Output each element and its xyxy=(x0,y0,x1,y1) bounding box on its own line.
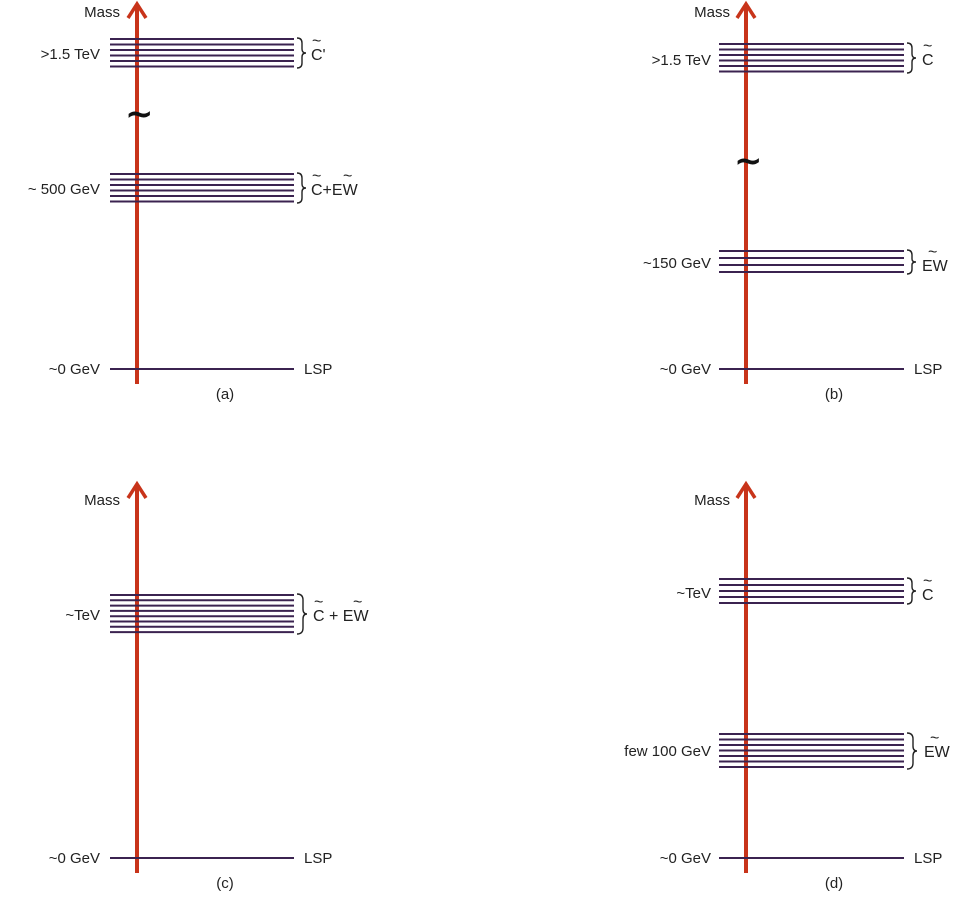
tilde-accent: ~ xyxy=(343,168,352,185)
mass-label: ~0 GeV xyxy=(660,850,711,867)
panel-c: Mass ~TeV C + EW ~ ~ ~0 GeV LSP (c) xyxy=(49,480,369,892)
lsp-label: LSP xyxy=(914,850,942,867)
axis-label: Mass xyxy=(84,4,120,21)
panel-caption: (d) xyxy=(825,875,843,892)
axis-break-mark: ~ xyxy=(125,94,154,134)
sparticle-label: C ~ xyxy=(922,573,934,604)
sparticle-label-text: C + EW xyxy=(313,608,369,625)
brace xyxy=(296,172,307,204)
tilde-accent: ~ xyxy=(928,244,937,261)
mass-label: >1.5 TeV xyxy=(41,46,100,63)
tilde-accent: ~ xyxy=(312,168,321,185)
lsp-label: LSP xyxy=(304,361,332,378)
brace xyxy=(906,577,917,605)
brace xyxy=(906,42,917,74)
sparticle-label-text: C' xyxy=(311,47,326,64)
mass-label: >1.5 TeV xyxy=(652,52,711,69)
axis-label: Mass xyxy=(694,492,730,509)
tilde-accent: ~ xyxy=(923,38,932,55)
mass-label: ~TeV xyxy=(65,607,100,624)
mass-label: few 100 GeV xyxy=(624,743,711,760)
sparticle-label: C' ~ xyxy=(311,33,326,64)
sparticle-label: C + EW ~ ~ xyxy=(313,594,369,625)
level-group: few 100 GeV EW ~ xyxy=(624,730,951,770)
lsp-label: LSP xyxy=(914,361,942,378)
mass-label: ~0 GeV xyxy=(49,850,100,867)
level-group: ~0 GeV LSP xyxy=(49,361,333,378)
axis-label: Mass xyxy=(84,492,120,509)
axis-label: Mass xyxy=(694,4,730,21)
sparticle-label-text: C+EW xyxy=(311,182,359,199)
tilde-accent: ~ xyxy=(312,33,321,50)
level-group: ~ 500 GeV C+EW ~ ~ xyxy=(28,168,359,204)
sparticle-label-text: C xyxy=(922,52,934,69)
tilde-accent: ~ xyxy=(930,730,939,747)
sparticle-label: EW ~ xyxy=(924,730,951,761)
level-group: >1.5 TeV C' ~ xyxy=(41,33,326,69)
level-group: >1.5 TeV C ~ xyxy=(652,38,934,74)
axis-break-mark: ~ xyxy=(734,141,763,181)
mass-axis-arrowhead xyxy=(735,0,757,19)
panel-caption: (c) xyxy=(216,875,234,892)
sparticle-label-text: EW xyxy=(924,744,951,761)
level-group: ~150 GeV EW ~ xyxy=(643,244,949,275)
sparticle-label: C ~ xyxy=(922,38,934,69)
sparticle-label-text: C xyxy=(922,587,934,604)
tilde-accent: ~ xyxy=(923,573,932,590)
level-group: ~0 GeV LSP xyxy=(660,361,943,378)
brace xyxy=(906,249,917,275)
tilde-accent: ~ xyxy=(314,594,323,611)
level-group: ~0 GeV LSP xyxy=(660,850,943,867)
panel-caption: (b) xyxy=(825,386,843,403)
brace xyxy=(296,37,307,69)
sparticle-label-text: EW xyxy=(922,258,949,275)
tilde-accent: ~ xyxy=(353,594,362,611)
mass-axis-arrowhead xyxy=(126,480,148,499)
lsp-label: LSP xyxy=(304,850,332,867)
mass-label: ~0 GeV xyxy=(49,361,100,378)
sparticle-label: C+EW ~ ~ xyxy=(311,168,359,199)
mass-label: ~0 GeV xyxy=(660,361,711,378)
mass-axis-arrowhead xyxy=(126,0,148,19)
mass-label: ~TeV xyxy=(676,585,711,602)
mass-label: ~ 500 GeV xyxy=(28,181,100,198)
sparticle-label: EW ~ xyxy=(922,244,949,275)
level-group: ~0 GeV LSP xyxy=(49,850,333,867)
panel-b: Mass >1.5 TeV C ~ ~ ~150 GeV EW ~ ~0 GeV… xyxy=(643,0,949,403)
mass-axis-arrowhead xyxy=(735,480,757,499)
brace xyxy=(906,732,918,770)
mass-label: ~150 GeV xyxy=(643,255,711,272)
brace xyxy=(296,593,308,635)
level-group: ~TeV C ~ xyxy=(676,573,934,605)
level-group: ~TeV C + EW ~ ~ xyxy=(65,593,369,635)
panel-d: Mass ~TeV C ~ few 100 GeV EW ~ ~0 GeV LS… xyxy=(624,480,951,892)
panel-caption: (a) xyxy=(216,386,234,403)
panel-a: Mass >1.5 TeV C' ~ ~ ~ 500 GeV C+EW ~ ~ xyxy=(28,0,359,403)
